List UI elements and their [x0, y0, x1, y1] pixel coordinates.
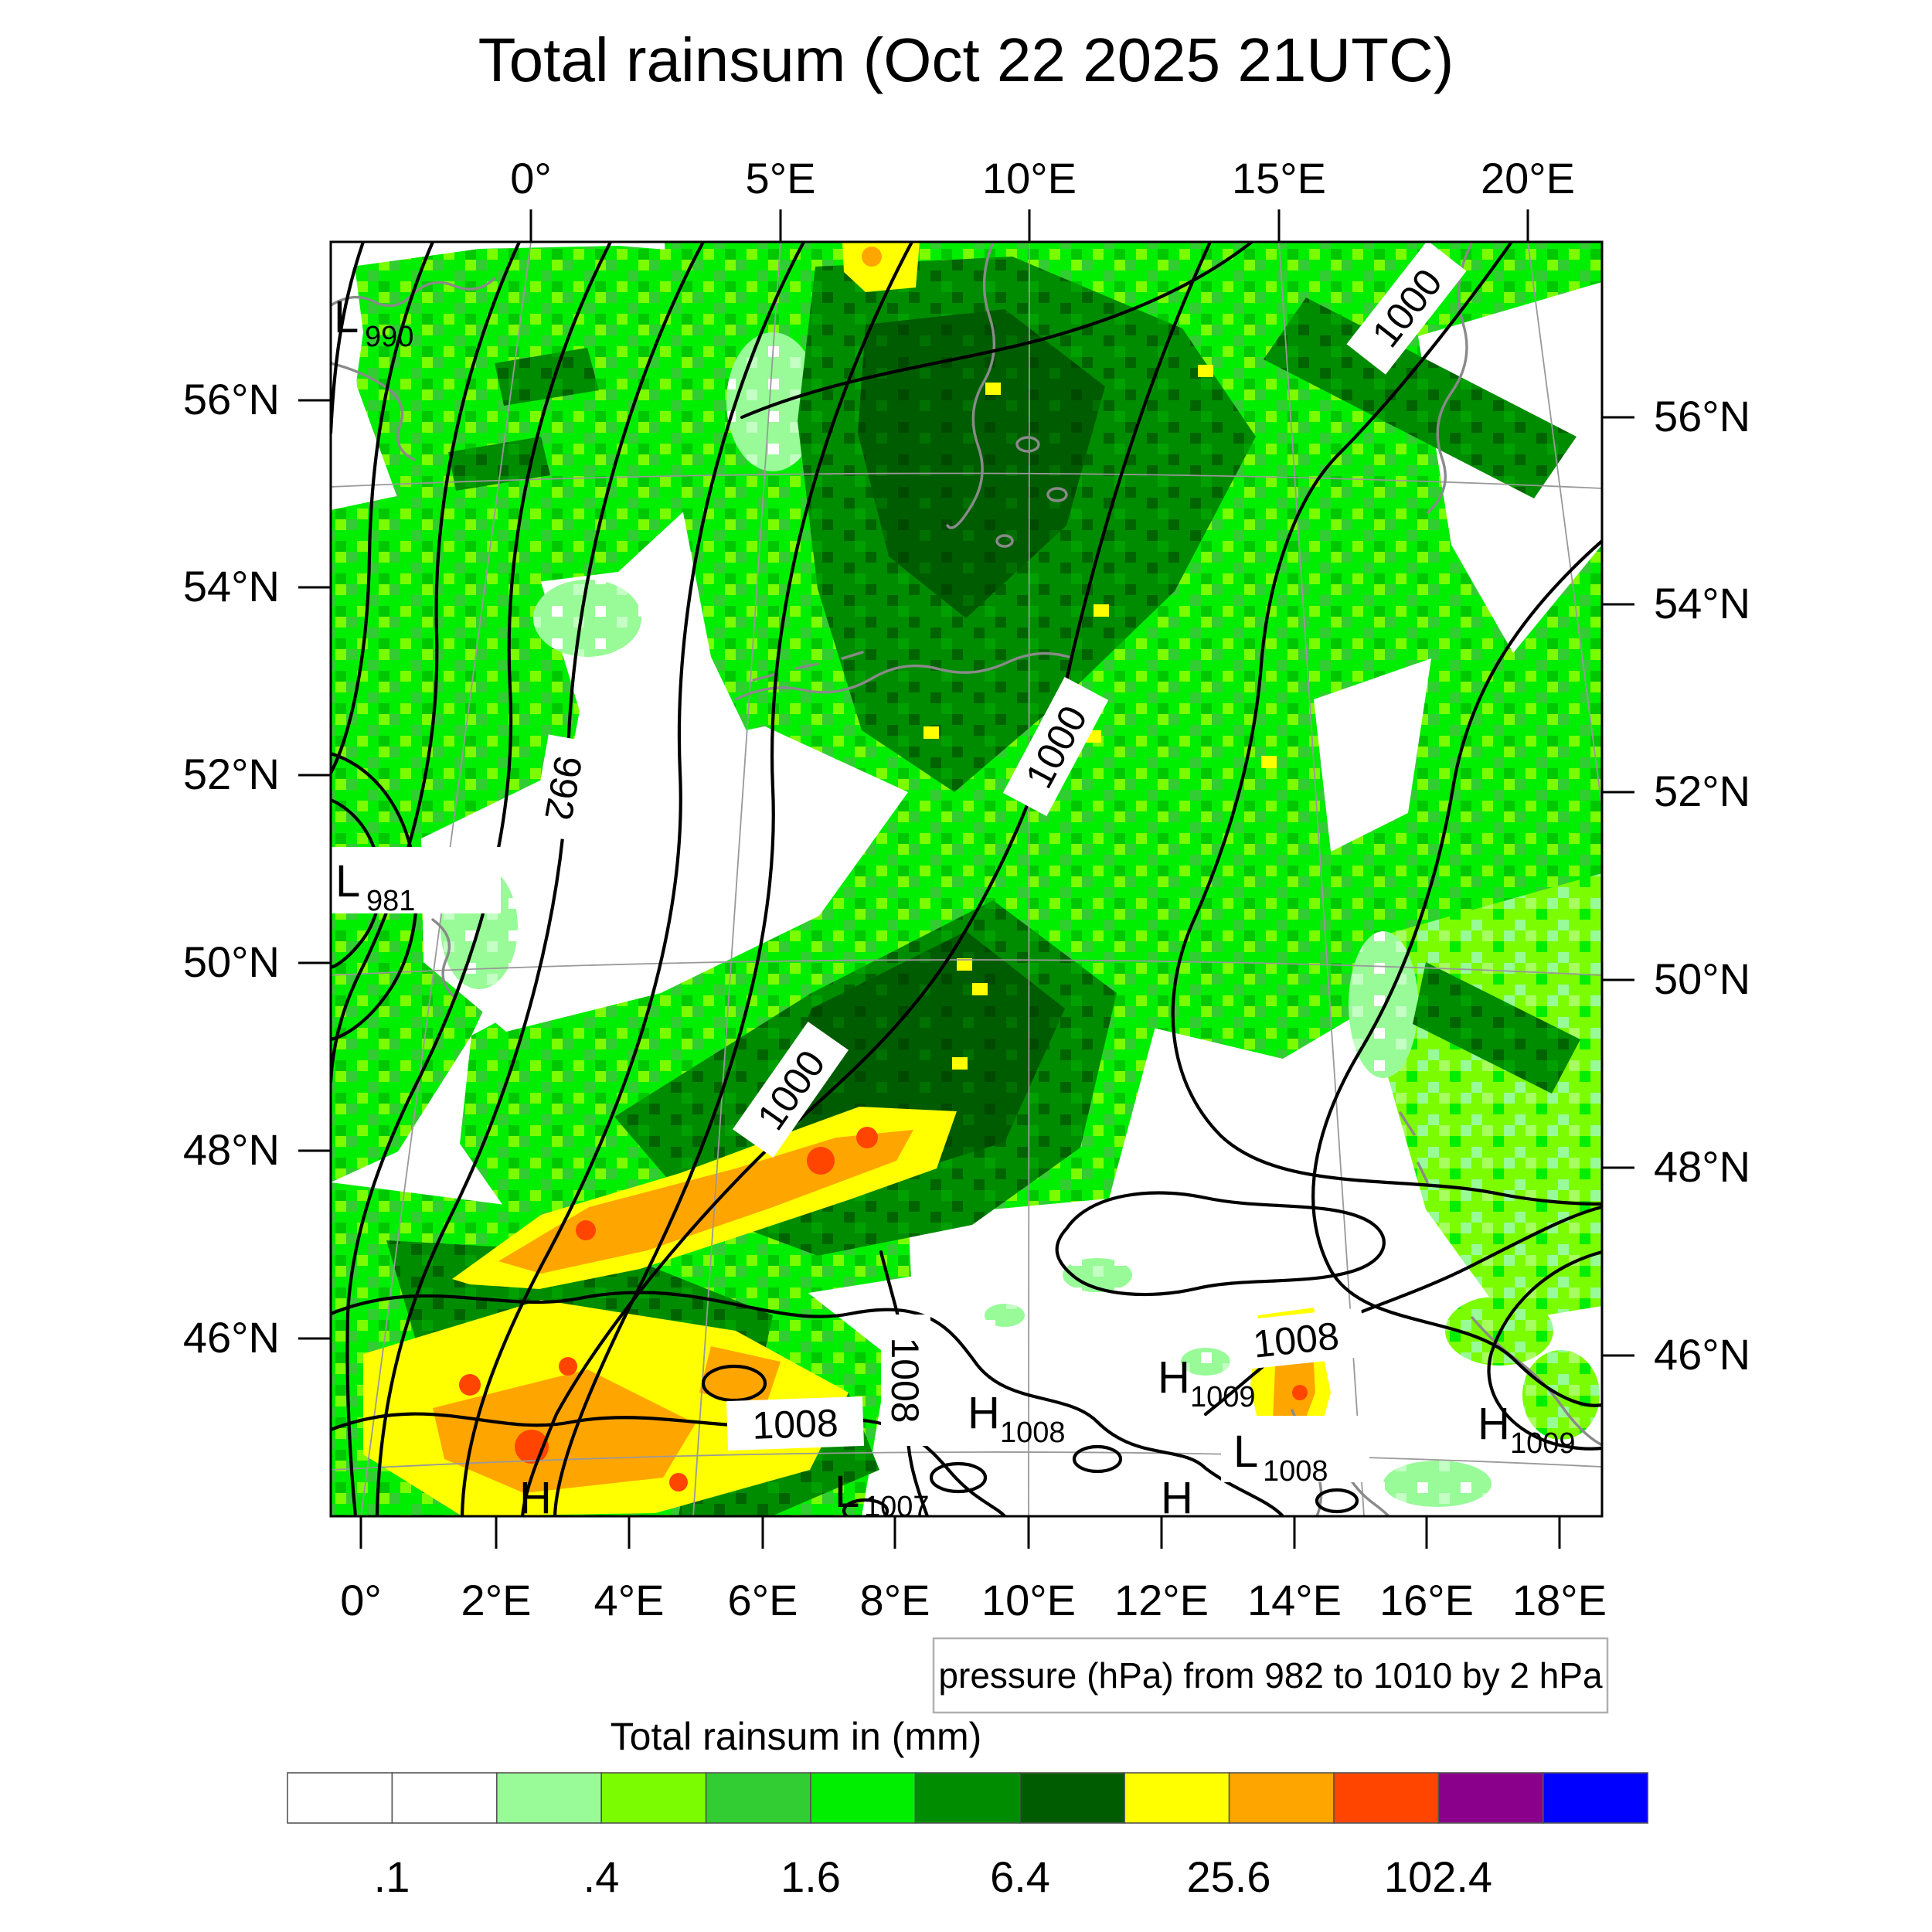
bottom-tick-3: 6°E — [728, 1576, 798, 1624]
svg-text:H: H — [519, 1473, 552, 1523]
legend-swatch-9 — [1228, 1772, 1335, 1824]
isobar-label-1008-vertical: 1008 — [883, 1337, 927, 1423]
legend-tick-labels: .1 .4 1.6 6.4 25.6 102.4 — [374, 1852, 1492, 1901]
isobar-label-1008-se: 1008 — [1251, 1314, 1341, 1366]
svg-text:1009: 1009 — [1190, 1381, 1256, 1413]
low-981: L 981 — [331, 847, 501, 917]
svg-text:1008: 1008 — [1000, 1417, 1066, 1449]
high-clipped-southeast: H — [1161, 1473, 1193, 1523]
top-tick-1: 5°E — [746, 154, 816, 202]
legend-swatch-6 — [914, 1772, 1021, 1824]
legend-label-5: 102.4 — [1384, 1852, 1492, 1901]
isobar-labels: 992 1000 1000 1000 1008 1008 — [531, 242, 1467, 1451]
isobar-contours — [331, 242, 1602, 1516]
high-1008: H 1008 — [968, 1388, 1066, 1449]
legend-label-3: 6.4 — [990, 1852, 1050, 1901]
low-990: L 990 — [334, 292, 413, 353]
svg-text:L: L — [335, 856, 360, 906]
left-axis-labels: 56°N 54°N 52°N 50°N 48°N 46°N — [183, 375, 280, 1362]
legend-swatch-11 — [1437, 1772, 1544, 1824]
right-tick-4: 48°N — [1654, 1142, 1750, 1191]
svg-text:L: L — [1233, 1427, 1258, 1477]
top-tick-0: 0° — [510, 154, 552, 202]
left-tick-2: 52°N — [183, 750, 280, 798]
svg-text:H: H — [1478, 1399, 1510, 1449]
pressure-caption: pressure (hPa) from 982 to 1010 by 2 hPa — [932, 1637, 1609, 1714]
legend-label-0: .1 — [374, 1852, 410, 1901]
svg-text:H: H — [1158, 1352, 1190, 1403]
bottom-axis-labels: 0° 2°E 4°E 6°E 8°E 10°E 12°E 14°E 16°E 1… — [340, 1576, 1607, 1624]
legend-label-4: 25.6 — [1187, 1852, 1271, 1901]
svg-text:H: H — [968, 1388, 1000, 1438]
left-tick-1: 54°N — [183, 562, 280, 611]
low-1007: L 1007 — [835, 1467, 930, 1523]
svg-text:1009: 1009 — [1510, 1427, 1576, 1460]
top-tick-2: 10°E — [982, 154, 1077, 202]
bottom-tick-5: 10°E — [981, 1576, 1076, 1624]
legend-colorbar — [287, 1772, 1649, 1824]
right-tick-3: 50°N — [1654, 954, 1750, 1003]
svg-text:981: 981 — [366, 885, 415, 917]
legend-label-2: 1.6 — [781, 1852, 841, 1901]
high-clipped-southwest: H — [519, 1473, 552, 1523]
low-1008: L 1008 — [1221, 1416, 1369, 1488]
pressure-centers: L 990 L 981 L 1007 H 1008 H 1009 — [331, 292, 1576, 1523]
top-axis-labels: 0° 5°E 10°E 15°E 20°E — [510, 154, 1575, 202]
legend-swatch-2 — [495, 1772, 602, 1824]
legend-swatch-5 — [810, 1772, 917, 1824]
map-border — [329, 240, 1604, 1518]
svg-text:H: H — [1161, 1473, 1193, 1523]
high-1009-east: H 1009 — [1478, 1399, 1576, 1460]
svg-text:1008: 1008 — [1263, 1455, 1328, 1488]
right-tick-1: 54°N — [1654, 579, 1750, 628]
left-tick-3: 50°N — [183, 937, 280, 986]
svg-text:990: 990 — [365, 321, 413, 353]
right-axis-labels: 56°N 54°N 52°N 50°N 48°N 46°N — [1654, 392, 1750, 1379]
left-tick-5: 46°N — [183, 1313, 280, 1362]
left-tick-4: 48°N — [183, 1125, 280, 1174]
legend-swatch-10 — [1333, 1772, 1440, 1824]
bottom-tick-1: 2°E — [461, 1576, 532, 1624]
left-tick-0: 56°N — [183, 375, 280, 423]
page-title: Total rainsum (Oct 22 2025 21UTC) — [478, 26, 1454, 94]
legend-swatch-7 — [1019, 1772, 1126, 1824]
legend-swatch-4 — [705, 1772, 811, 1824]
bottom-tick-4: 8°E — [860, 1576, 930, 1624]
bottom-tick-7: 14°E — [1247, 1576, 1342, 1624]
bottom-tick-8: 16°E — [1379, 1576, 1474, 1624]
right-tick-5: 46°N — [1654, 1330, 1750, 1379]
legend-swatch-12 — [1543, 1772, 1649, 1824]
legend-swatch-0 — [287, 1772, 393, 1824]
legend-label-1: .4 — [583, 1852, 620, 1901]
high-1009: H 1009 — [1158, 1352, 1256, 1413]
legend-title: Total rainsum in (mm) — [611, 1715, 982, 1758]
top-tick-3: 15°E — [1232, 154, 1326, 202]
isobar-label-1008-sw: 1008 — [751, 1401, 838, 1447]
bottom-tick-6: 12°E — [1114, 1576, 1209, 1624]
svg-text:L: L — [835, 1467, 859, 1517]
top-tick-4: 20°E — [1481, 154, 1575, 202]
bottom-tick-2: 4°E — [594, 1576, 665, 1624]
legend-swatch-8 — [1124, 1772, 1230, 1824]
right-tick-0: 56°N — [1654, 392, 1750, 440]
bottom-tick-9: 18°E — [1512, 1576, 1607, 1624]
svg-text:L: L — [334, 292, 359, 342]
legend-swatch-1 — [391, 1772, 498, 1824]
svg-text:1007: 1007 — [864, 1491, 930, 1523]
axis-ticks — [298, 209, 1634, 1549]
legend-swatch-3 — [600, 1772, 707, 1824]
pressure-caption-text: pressure (hPa) from 982 to 1010 by 2 hPa — [938, 1655, 1603, 1696]
bottom-tick-0: 0° — [340, 1576, 382, 1624]
legend: Total rainsum in (mm) .1 .4 1.6 6.4 25.6… — [287, 1715, 1649, 1901]
rain-field — [331, 242, 1602, 1516]
right-tick-2: 52°N — [1654, 767, 1750, 815]
